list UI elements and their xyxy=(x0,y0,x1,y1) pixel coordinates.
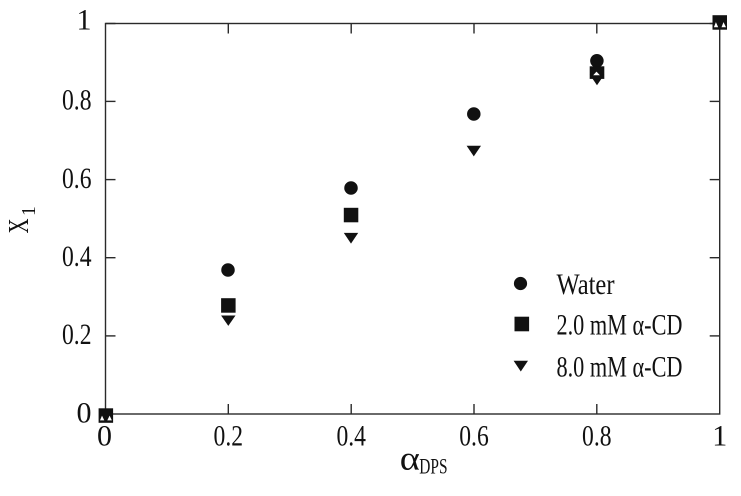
svg-text:1: 1 xyxy=(77,4,92,37)
svg-text:Water: Water xyxy=(557,268,615,301)
svg-text:8.0 mM α-CD: 8.0 mM α-CD xyxy=(557,351,683,384)
svg-text:DPS: DPS xyxy=(419,455,447,479)
svg-text:0: 0 xyxy=(77,396,92,429)
svg-text:1: 1 xyxy=(19,206,40,216)
svg-text:0.6: 0.6 xyxy=(459,419,489,452)
svg-text:0.2: 0.2 xyxy=(214,419,244,452)
svg-text:0.4: 0.4 xyxy=(62,240,92,273)
svg-text:0.4: 0.4 xyxy=(336,419,366,452)
svg-text:1: 1 xyxy=(712,419,727,452)
svg-text:X: X xyxy=(3,218,35,233)
svg-text:α: α xyxy=(400,440,420,477)
svg-text:2.0 mM α-CD: 2.0 mM α-CD xyxy=(557,309,683,342)
svg-text:0.8: 0.8 xyxy=(62,84,92,117)
svg-text:0.8: 0.8 xyxy=(582,419,612,452)
svg-text:0.2: 0.2 xyxy=(62,318,92,351)
svg-text:0: 0 xyxy=(97,419,112,452)
svg-text:0.6: 0.6 xyxy=(62,162,92,195)
